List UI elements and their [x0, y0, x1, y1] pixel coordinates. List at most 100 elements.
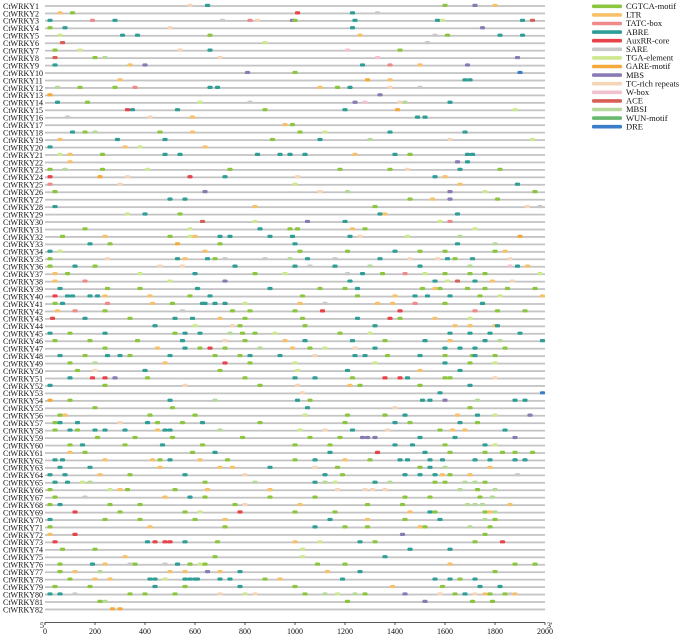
- motif-box: [402, 517, 408, 522]
- motif-box: [464, 152, 471, 156]
- gene-row: CtWRKY59: [3, 434, 545, 443]
- promoter-line: [45, 288, 545, 290]
- gene-label: CtWRKY74: [3, 546, 43, 555]
- gene-row: CtWRKY66: [3, 486, 545, 495]
- gene-label: CtWRKY15: [3, 106, 43, 115]
- motif-box: [142, 212, 148, 216]
- gene-row: CtWRKY29: [3, 210, 545, 219]
- gene-label: CtWRKY78: [3, 575, 43, 584]
- motif-box: [47, 525, 53, 529]
- motif-box: [382, 413, 388, 417]
- motif-box: [494, 324, 501, 328]
- gene-row: CtWRKY69: [3, 508, 545, 517]
- legend-swatch: [592, 38, 622, 43]
- motif-box: [492, 361, 498, 365]
- motif-box: [464, 160, 471, 164]
- motif-box: [509, 279, 516, 283]
- motif-box: [57, 249, 63, 253]
- motif-box: [437, 517, 443, 522]
- motif-box: [252, 272, 258, 276]
- motif-box: [217, 592, 223, 596]
- motif-box: [102, 376, 108, 380]
- motif-box: [492, 353, 498, 358]
- motif-box: [57, 413, 63, 417]
- motif-box: [467, 331, 473, 335]
- motif-box: [327, 450, 333, 454]
- motif-box: [374, 301, 381, 305]
- motif-box: [47, 257, 53, 261]
- motif-box: [292, 510, 298, 514]
- legend-label: MBS: [626, 70, 644, 80]
- motif-box: [52, 204, 58, 209]
- motif-box: [82, 495, 88, 499]
- motif-box: [402, 272, 408, 276]
- gene-label: CtWRKY56: [3, 412, 43, 421]
- motif-box: [299, 391, 306, 395]
- motif-box: [192, 272, 198, 276]
- gene-row: CtWRKY28: [3, 203, 545, 212]
- motif-box: [272, 331, 278, 335]
- motif-box: [432, 473, 438, 477]
- legend-swatch: [592, 107, 622, 112]
- motif-box: [452, 435, 458, 440]
- motif-box: [312, 495, 318, 499]
- x-tick-label: 400: [139, 627, 151, 636]
- promoter-line: [45, 34, 545, 37]
- motif-box: [432, 33, 438, 37]
- motif-box: [349, 428, 356, 432]
- legend: CGTCA-motifLTRTATC-boxABREAuxRR-coreSARE…: [592, 1, 679, 131]
- motif-box: [354, 294, 361, 298]
- promoter-line: [45, 213, 545, 216]
- motif-box: [47, 502, 53, 507]
- motif-box: [434, 18, 441, 22]
- gene-row: CtWRKY24: [3, 173, 545, 182]
- motif-box: [299, 316, 306, 320]
- motif-box: [144, 376, 151, 380]
- motif-box: [332, 264, 338, 268]
- motif-box: [282, 339, 288, 343]
- motif-box: [162, 577, 168, 581]
- motif-box: [52, 301, 58, 305]
- motif-box: [82, 279, 88, 283]
- promoter-line: [45, 407, 545, 410]
- motif-box: [69, 11, 76, 15]
- gene-label: CtWRKY10: [3, 69, 43, 78]
- motif-box: [419, 286, 426, 291]
- promoter-line: [45, 101, 545, 104]
- motif-box: [119, 33, 126, 37]
- gene-label: CtWRKY42: [3, 307, 43, 316]
- motif-box: [189, 115, 196, 119]
- promoter-line: [45, 519, 545, 521]
- motif-box: [472, 577, 478, 581]
- motif-box: [229, 324, 236, 328]
- motif-box: [442, 353, 448, 358]
- motif-box: [67, 160, 73, 164]
- motif-box: [382, 488, 388, 492]
- motif-box: [497, 167, 503, 171]
- legend-swatch: [592, 30, 622, 34]
- motif-box: [222, 301, 228, 305]
- motif-box: [89, 18, 96, 22]
- gene-label: CtWRKY55: [3, 404, 43, 413]
- gene-row: CtWRKY70: [3, 516, 545, 525]
- motif-box: [344, 249, 351, 253]
- motif-box: [149, 458, 156, 462]
- motif-box: [322, 346, 328, 350]
- motif-box: [79, 480, 86, 484]
- legend-swatch: [592, 116, 622, 120]
- motif-box: [219, 18, 226, 22]
- motif-box: [122, 443, 128, 447]
- gene-row: CtWRKY58: [3, 426, 545, 435]
- motif-box: [354, 286, 361, 291]
- motif-box: [479, 301, 486, 305]
- motif-box: [384, 428, 391, 432]
- legend-item: SARE: [592, 44, 648, 54]
- gene-row: CtWRKY30: [3, 218, 545, 227]
- x-tick-label: 2000: [537, 627, 553, 636]
- motif-box: [172, 488, 178, 492]
- motif-box: [442, 3, 448, 7]
- motif-box: [267, 488, 273, 492]
- x-tick-label: 1200: [337, 627, 353, 636]
- gene-label: CtWRKY9: [3, 61, 39, 70]
- motif-box: [162, 361, 168, 365]
